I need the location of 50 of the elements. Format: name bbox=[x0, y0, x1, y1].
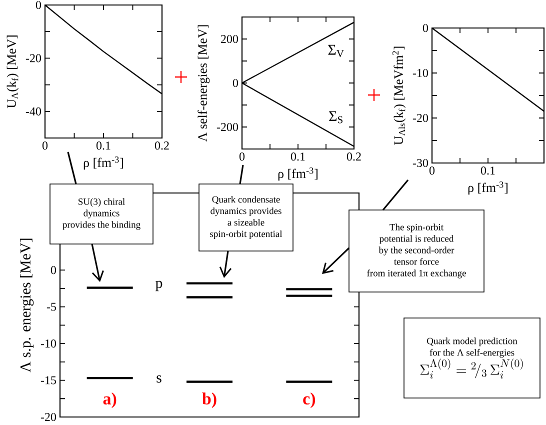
y-axis-title: Λ self-energies [MeV] bbox=[198, 25, 210, 142]
annotation: p bbox=[155, 280, 162, 292]
x-tick-label: 0.1 bbox=[96, 142, 110, 150]
annotation: Quark condensate bbox=[212, 196, 280, 204]
annotation: dynamics bbox=[84, 210, 120, 218]
x-tick-label: a) bbox=[103, 392, 116, 408]
y-tick-label: 0 bbox=[422, 24, 428, 32]
y-tick-label: 0 bbox=[50, 266, 56, 274]
x-tick-label: c) bbox=[303, 392, 316, 408]
x-axis-title: ρ [fm$^{-3}$] bbox=[84, 156, 124, 170]
legend-label: Σ$_{V}$ bbox=[328, 44, 344, 58]
y-tick-label: -10 bbox=[40, 340, 56, 348]
y-tick-label: -5 bbox=[46, 302, 56, 311]
y-axis-title: U$_{Λls}$(k$_{f}$) [MeVfm$^{2}$] bbox=[392, 46, 406, 145]
x-tick-label: 0 bbox=[239, 152, 245, 161]
text: for the Λ self-energies bbox=[430, 348, 514, 358]
x-axis-title: ρ [fm$^{-3}$] bbox=[468, 182, 508, 195]
annotation: a sizeable bbox=[228, 218, 264, 226]
text: from iterated 1π exchange bbox=[367, 270, 466, 278]
annotation: s bbox=[156, 375, 162, 383]
text: Quark model prediction bbox=[427, 338, 518, 346]
x-axis-title: ρ [fm$^{-3}$] bbox=[278, 168, 318, 181]
y-tick-label: -20 bbox=[412, 114, 428, 122]
y-tick-label: -30 bbox=[412, 158, 428, 168]
x-tick-label: 0.1 bbox=[480, 166, 495, 175]
y-tick-label: -200 bbox=[216, 122, 238, 132]
y-axis-title: U$_{Λ}$(k$_{f}$) [MeV] bbox=[6, 36, 19, 108]
text: potential is reduced bbox=[379, 235, 454, 244]
y-tick-label: -10 bbox=[412, 68, 428, 78]
x-tick-label: 0.2 bbox=[154, 142, 169, 150]
text: tensor force bbox=[394, 258, 439, 265]
y-axis-title: Λ s.p. energies [MeV] bbox=[20, 238, 34, 372]
text: The spin-orbit bbox=[390, 224, 444, 232]
legend-label: Σ$_{S}$ bbox=[329, 111, 342, 124]
text: $\Sigma_{i}^{\Lambda(0)}={}^{2}\!/_{3}\,\Sigma_{i}^{N(0)}$ bbox=[420, 358, 523, 379]
annotation: dynamics provides bbox=[210, 207, 282, 216]
y-tick-label: 0 bbox=[36, 0, 42, 10]
y-tick-label: 200 bbox=[221, 34, 238, 44]
x-tick-label: b) bbox=[202, 392, 216, 408]
y-tick-label: -20 bbox=[40, 412, 56, 422]
y-tick-label: -15 bbox=[40, 376, 56, 384]
text: by the second-order bbox=[378, 246, 454, 256]
y-tick-label: 0 bbox=[232, 78, 238, 88]
x-tick-label: 0.1 bbox=[290, 152, 305, 161]
y-tick-label: -20 bbox=[26, 54, 42, 62]
y-tick-label: -40 bbox=[26, 107, 42, 116]
annotation: SU(3) chiral bbox=[78, 198, 125, 207]
x-tick-label: 0.2 bbox=[346, 152, 361, 161]
annotation: spin-orbit potential bbox=[210, 230, 282, 240]
annotation: provides the binding bbox=[62, 221, 140, 230]
